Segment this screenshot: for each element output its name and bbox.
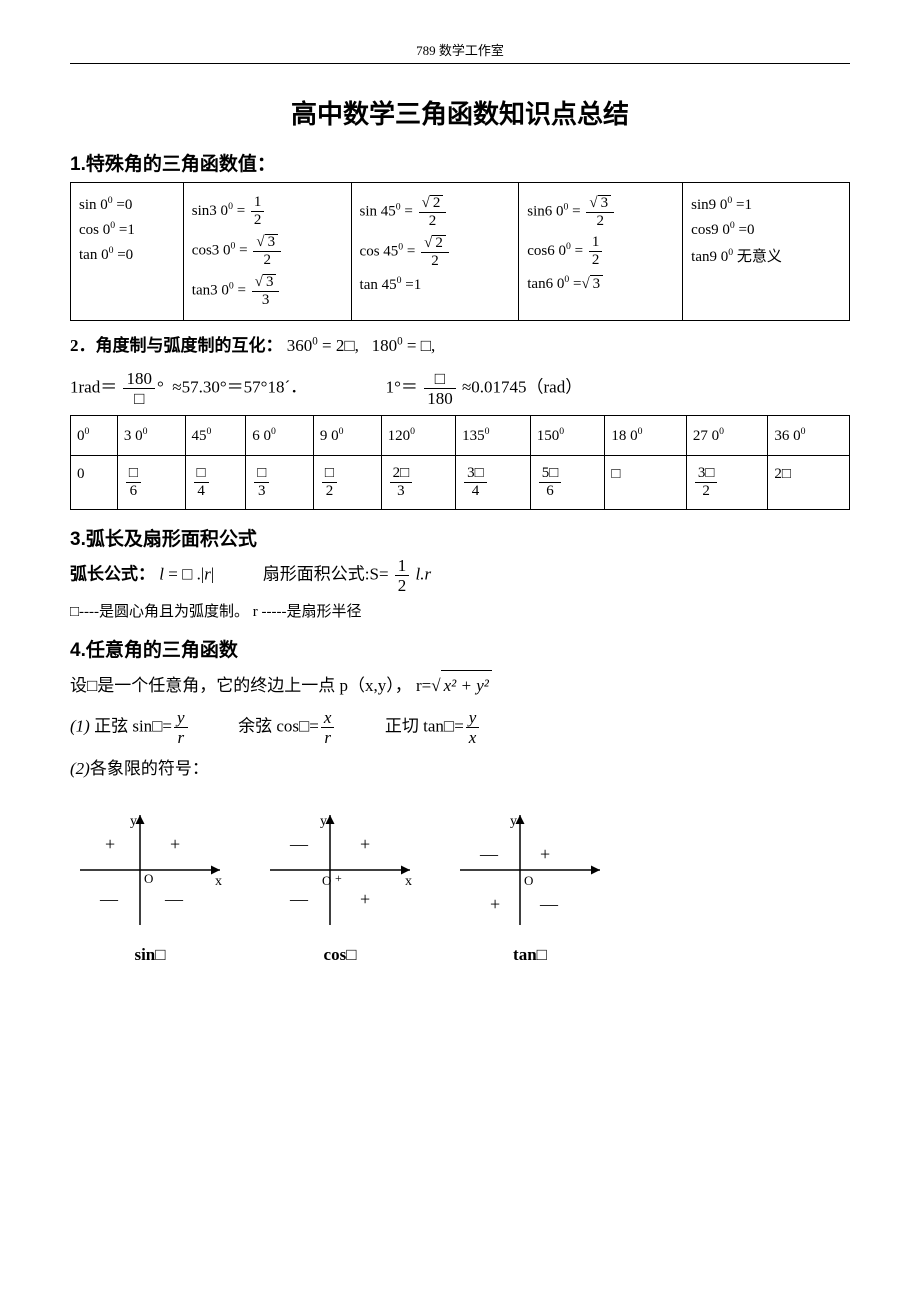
arc-formulas: 弧长公式： l = □ .|r| 扇形面积公式:S= 12 l.r	[70, 557, 850, 594]
section4-heading: 4.任意角的三角函数	[70, 635, 850, 662]
svg-text:+: +	[540, 844, 550, 864]
quadrant-heading: (2)各象限的符号：	[70, 754, 850, 785]
svg-text:+: +	[490, 894, 500, 914]
svg-text:+: +	[335, 871, 342, 885]
rad-row: 0 □6 □4 □3 □2 2□3 3□4 5□6 □ 3□2 2□	[71, 455, 850, 509]
deg-rad-table: 003 004506 009 00 12001350150018 0027 00…	[70, 415, 850, 510]
section3-heading: 3.弧长及扇形面积公式	[70, 524, 850, 551]
svg-text:—: —	[539, 894, 559, 914]
cell-60deg: sin6 00 = 32 cos6 00 = 12 tan6 00 =3	[519, 183, 683, 321]
sin-diagram: y x O + + — —	[70, 805, 230, 935]
svg-text:+: +	[360, 834, 370, 854]
header-rule	[70, 63, 850, 64]
quadrant-diagrams: y x O + + — — y x O — + — + + y	[70, 805, 850, 935]
svg-text:y: y	[130, 814, 137, 829]
page-title: 高中数学三角函数知识点总结	[70, 94, 850, 131]
sin-label: sin□	[70, 945, 230, 965]
section4-defs: (1) 正弦 sin□=yr 余弦 cos□=xr 正切 tan□=yx	[70, 709, 850, 746]
svg-text:—: —	[99, 889, 119, 909]
cell-45deg: sin 450 = 22 cos 450 = 22 tan 450 =1	[351, 183, 519, 321]
svg-text:+: +	[105, 834, 115, 854]
diagram-labels: sin□ cos□ tan□	[70, 945, 850, 965]
section1-heading: 1.特殊角的三角函数值：	[70, 149, 850, 176]
svg-text:+: +	[170, 834, 180, 854]
section2-heading-line: 2．角度制与弧度制的互化： 3600 = 2□, 1800 = □,	[70, 331, 850, 362]
cell-30deg: sin3 00 = 12 cos3 00 = 32 tan3 00 = 33	[183, 183, 351, 321]
svg-text:+: +	[360, 889, 370, 909]
cos-label: cos□	[260, 945, 420, 965]
section4-setup: 设□是一个任意角，它的终边上一点 p（x,y）， r=x² + y²	[70, 670, 850, 702]
svg-text:x: x	[405, 874, 412, 889]
tan-diagram: y O — + + —	[450, 805, 610, 935]
special-angles-table: sin 00 =0 cos 00 =1 tan 00 =0 sin3 00 = …	[70, 182, 850, 321]
cell-0deg: sin 00 =0 cos 00 =1 tan 00 =0	[71, 183, 184, 321]
svg-text:y: y	[320, 814, 327, 829]
arc-note: □----是圆心角且为弧度制。 r -----是扇形半径	[70, 600, 850, 621]
svg-text:—: —	[164, 889, 184, 909]
section2-line2: 1rad＝ 180□° ≈57.30°＝57°18ˊ． 1°＝ □180 ≈0.…	[70, 370, 850, 407]
page-header: 789 数学工作室	[70, 40, 850, 59]
svg-text:—: —	[289, 834, 309, 854]
svg-text:—: —	[479, 844, 499, 864]
svg-text:O: O	[524, 873, 533, 888]
cell-90deg: sin9 00 =1 cos9 00 =0 tan9 00 无意义	[683, 183, 850, 321]
svg-text:x: x	[215, 874, 222, 889]
cos-diagram: y x O — + — + +	[260, 805, 420, 935]
svg-text:O: O	[322, 873, 331, 888]
svg-text:O: O	[144, 871, 153, 886]
deg-row: 003 004506 009 00 12001350150018 0027 00…	[71, 415, 850, 455]
tan-label: tan□	[450, 945, 610, 965]
svg-text:y: y	[510, 814, 517, 829]
section2-heading: 2．角度制与弧度制的互化：	[70, 336, 283, 355]
svg-text:—: —	[289, 889, 309, 909]
